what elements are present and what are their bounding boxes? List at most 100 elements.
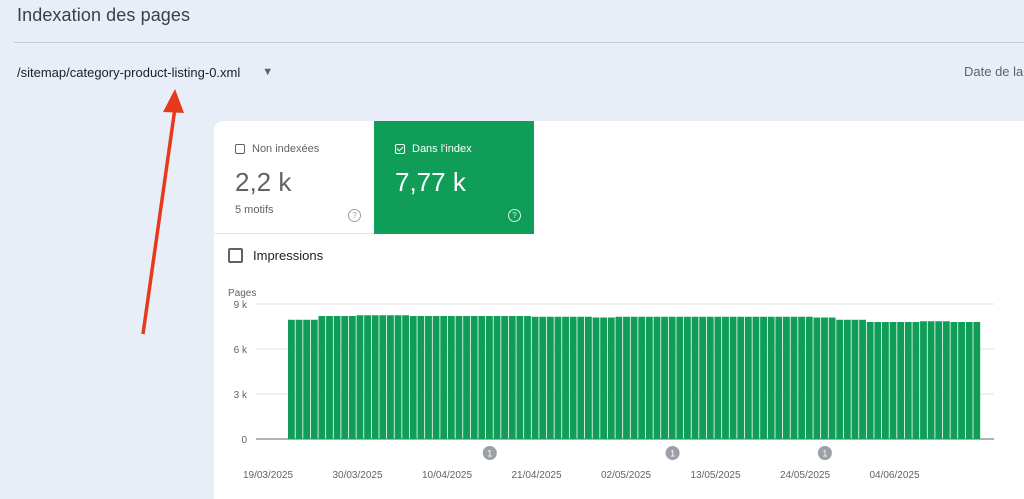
bar: [798, 316, 806, 439]
bar: [600, 317, 608, 439]
x-tick-label: 19/03/2025: [243, 470, 293, 481]
bar: [607, 317, 615, 439]
bar: [295, 319, 303, 439]
bar: [425, 316, 432, 439]
bar: [729, 316, 737, 439]
header-divider: [14, 42, 1024, 43]
x-tick-label: 04/06/2025: [869, 470, 919, 481]
not-indexed-checkbox[interactable]: [235, 144, 245, 154]
bar: [882, 322, 889, 439]
bar: [638, 316, 646, 439]
bar: [942, 321, 950, 439]
bar: [760, 316, 767, 439]
bar: [920, 321, 927, 439]
not-indexed-value: 2,2 k: [235, 167, 292, 197]
x-tick-label: 02/05/2025: [601, 470, 651, 481]
bar: [455, 316, 463, 439]
bar: [310, 319, 318, 439]
bar: [684, 316, 691, 439]
bar: [508, 316, 516, 439]
bar: [554, 316, 562, 439]
bar: [303, 319, 311, 439]
bar: [821, 317, 828, 439]
dropdown-caret-icon: ▼: [262, 66, 274, 78]
bar: [470, 316, 478, 439]
bar: [706, 316, 714, 439]
bar: [805, 316, 813, 439]
bar: [341, 316, 349, 439]
page-title: Indexation des pages: [17, 5, 191, 25]
indexed-checkbox[interactable]: [395, 144, 405, 154]
impressions-checkbox[interactable]: [228, 248, 243, 263]
bar: [668, 316, 676, 439]
bar: [965, 322, 973, 439]
impressions-toggle[interactable]: Impressions: [228, 248, 323, 263]
bar: [440, 316, 448, 439]
x-tick-label: 24/05/2025: [780, 470, 830, 481]
annotation-marker: [482, 446, 497, 460]
bar: [356, 315, 364, 439]
bar: [333, 316, 341, 439]
bar: [767, 316, 775, 439]
bar: [828, 317, 836, 439]
bar: [691, 316, 699, 439]
bar: [516, 316, 524, 439]
bar: [546, 316, 554, 439]
bar: [912, 322, 920, 439]
x-tick-label: 13/05/2025: [690, 470, 740, 481]
help-icon[interactable]: ?: [508, 209, 521, 222]
bar: [958, 322, 965, 439]
bar: [783, 316, 790, 439]
date-label: Date de la: [964, 64, 1024, 79]
bar: [950, 322, 958, 439]
bar: [585, 316, 592, 439]
indexed-value: 7,77 k: [395, 167, 466, 197]
bar: [874, 322, 882, 439]
red-arrow-annotation: [141, 89, 184, 335]
x-tick-label: 21/04/2025: [511, 470, 561, 481]
annotation-marker: [817, 446, 832, 460]
metric-indexed[interactable]: Dans l'index 7,77 k ?: [374, 121, 534, 234]
y-tick-label: 9 k: [234, 300, 248, 311]
bar: [851, 319, 859, 439]
pages-bar-chart: 0 3 k 6 k 9 k 1 1 1 19/03/2025 30/03/2025 10/04/2…: [234, 300, 994, 481]
bar: [897, 322, 905, 439]
impressions-label: Impressions: [253, 248, 324, 263]
bar: [288, 319, 295, 439]
not-indexed-label: Non indexées: [252, 143, 320, 155]
bar: [714, 316, 722, 439]
bar: [645, 316, 653, 439]
bar: [935, 321, 943, 439]
x-tick-label: 10/04/2025: [422, 470, 472, 481]
bar: [722, 316, 729, 439]
help-icon[interactable]: ?: [348, 209, 361, 222]
bar: [326, 316, 333, 439]
y-axis-title: Pages: [228, 288, 257, 299]
bar: [486, 316, 493, 439]
annotation-label: 1: [487, 449, 492, 459]
sitemap-dropdown[interactable]: /sitemap/category-product-listing-0.xml …: [17, 62, 273, 82]
bar: [973, 322, 981, 439]
bar: [463, 316, 470, 439]
annotation-marker: [665, 446, 680, 460]
metric-not-indexed[interactable]: Non indexées 2,2 k 5 motifs ?: [214, 121, 374, 234]
sitemap-selected-value: /sitemap/category-product-listing-0.xml: [17, 64, 241, 80]
bar: [661, 316, 668, 439]
bar: [531, 316, 539, 439]
bar: [843, 319, 851, 439]
bar: [927, 321, 935, 439]
bar: [432, 316, 440, 439]
annotation-label: 1: [822, 449, 827, 459]
bar: [371, 315, 379, 439]
y-tick-label: 6 k: [234, 345, 248, 356]
bar: [394, 315, 402, 439]
bar: [790, 316, 798, 439]
performance-card: Non indexées 2,2 k 5 motifs ? Dans l'ind…: [214, 121, 1024, 499]
bar: [737, 316, 745, 439]
not-indexed-reasons: 5 motifs: [235, 204, 274, 216]
bar: [417, 316, 425, 439]
bar: [524, 316, 531, 439]
bar: [478, 316, 486, 439]
bar: [615, 316, 623, 439]
bar: [676, 316, 684, 439]
